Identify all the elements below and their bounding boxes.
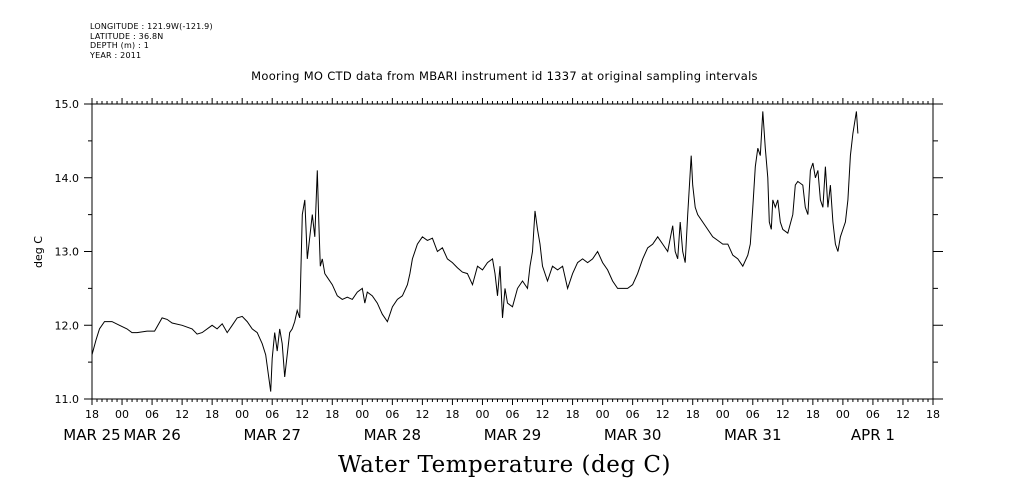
x-date-label: MAR 30 (604, 426, 661, 444)
longitude-label: LONGITUDE : 121.9W(-121.9) (90, 22, 213, 31)
x-tick-label: 06 (746, 408, 760, 421)
x-tick-label: 06 (145, 408, 159, 421)
x-tick-label: 06 (506, 408, 520, 421)
y-axis-label: deg C (32, 236, 45, 268)
x-date-label: MAR 25 (63, 426, 120, 444)
x-date-label: APR 1 (851, 426, 895, 444)
x-tick-label: 12 (536, 408, 550, 421)
chart-title: Mooring MO CTD data from MBARI instrumen… (251, 69, 758, 83)
x-tick-label: 12 (656, 408, 670, 421)
x-tick-label: 06 (626, 408, 640, 421)
y-tick-label: 11.0 (55, 393, 80, 406)
x-date-label: MAR 29 (484, 426, 541, 444)
x-tick-label: 00 (716, 408, 730, 421)
series-line-water-temperature (91, 111, 859, 392)
x-axis-title: Water Temperature (deg C) (338, 452, 671, 478)
x-tick-label: 06 (385, 408, 399, 421)
x-tick-label: 18 (445, 408, 459, 421)
axes: 18 00 06 12 18 00 06 12 18 00 06 12 18 00 06 12 18 00 06 12… (55, 98, 943, 444)
x-tick-label: 18 (205, 408, 219, 421)
x-tick-label: 18 (686, 408, 700, 421)
x-tick-label: 06 (265, 408, 279, 421)
x-tick-label: 00 (115, 408, 129, 421)
y-tick-label: 14.0 (55, 172, 80, 185)
latitude-label: LATITUDE : 36.8N (90, 31, 164, 41)
metadata-block: LONGITUDE : 121.9W(-121.9) LATITUDE : 36… (90, 22, 213, 60)
x-tick-label: 12 (295, 408, 309, 421)
x-tick-label: 18 (325, 408, 339, 421)
x-tick-label: 00 (235, 408, 249, 421)
x-tick-label: 12 (776, 408, 790, 421)
x-tick-label: 12 (896, 408, 910, 421)
x-tick-label: 00 (475, 408, 489, 421)
plot-frame (91, 103, 934, 400)
x-date-label: MAR 31 (724, 426, 781, 444)
x-tick-label: 18 (806, 408, 820, 421)
x-tick-label: 18 (566, 408, 580, 421)
x-date-label: MAR 27 (243, 426, 300, 444)
x-tick-label: 18 (926, 408, 940, 421)
x-tick-label: 00 (355, 408, 369, 421)
x-tick-label: 12 (415, 408, 429, 421)
y-tick-label: 12.0 (55, 319, 80, 332)
x-tick-label: 12 (175, 408, 189, 421)
y-tick-label: 13.0 (55, 246, 80, 259)
x-date-label: MAR 28 (364, 426, 421, 444)
x-date-label: MAR 26 (123, 426, 180, 444)
depth-label: DEPTH (m) : 1 (90, 41, 149, 50)
x-tick-label: 06 (866, 408, 880, 421)
x-tick-label: 00 (596, 408, 610, 421)
x-tick-label: 18 (85, 408, 99, 421)
y-tick-label: 15.0 (55, 98, 80, 111)
x-tick-label: 00 (836, 408, 850, 421)
year-label: YEAR : 2011 (90, 50, 142, 60)
